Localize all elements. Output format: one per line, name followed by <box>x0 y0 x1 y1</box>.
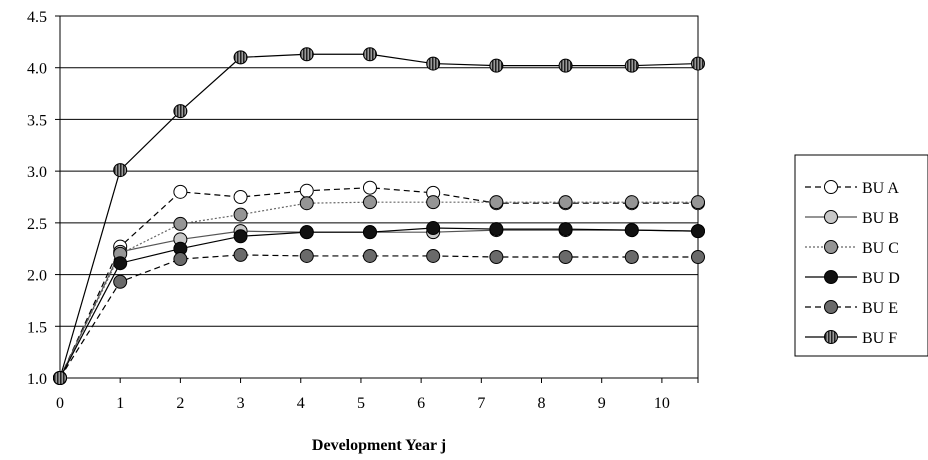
data-point-bu-f <box>53 371 67 385</box>
x-tick-label: 7 <box>477 395 485 412</box>
data-point-bu-f <box>362 47 377 62</box>
data-point-bu-e <box>426 248 441 263</box>
gridlines <box>60 67 698 327</box>
data-point-bu-f <box>113 163 128 178</box>
legend-label-bu-a: BU A <box>862 180 899 197</box>
data-point-bu-d <box>489 222 504 237</box>
data-point-bu-f <box>558 58 573 73</box>
legend-label-bu-c: BU C <box>862 240 899 257</box>
data-point-bu-d <box>426 221 441 236</box>
data-point-bu-f <box>691 56 705 71</box>
y-tick-label: 2.5 <box>27 216 47 233</box>
legend-label-bu-b: BU B <box>862 210 899 227</box>
y-tick-label: 2.0 <box>27 268 47 285</box>
data-point-bu-d <box>362 225 377 240</box>
data-point-bu-a <box>173 184 188 199</box>
legend-marker-bu-b <box>824 210 838 224</box>
x-tick-label: 8 <box>538 395 546 412</box>
series-line-bu-c <box>59 201 698 379</box>
x-tick-label: 9 <box>598 395 606 412</box>
y-tick-label: 1.0 <box>27 371 47 388</box>
data-point-bu-d <box>558 222 573 237</box>
x-tick-label: 10 <box>654 395 670 412</box>
legend-marker-bu-a <box>824 180 838 194</box>
data-point-bu-c <box>299 196 314 211</box>
series-line-bu-e <box>59 254 698 379</box>
data-point-bu-c <box>691 195 705 210</box>
y-tick-label: 3.0 <box>27 164 47 181</box>
series-line-bu-b <box>59 229 699 379</box>
x-tick-label: 1 <box>116 395 124 412</box>
legend-label-bu-d: BU D <box>862 270 900 287</box>
x-tick-label: 6 <box>417 395 425 412</box>
x-tick-label: 3 <box>237 395 245 412</box>
x-tick-label: 0 <box>56 395 64 412</box>
x-tick-label: 2 <box>176 395 184 412</box>
x-tick-label: 4 <box>297 395 305 412</box>
data-point-bu-f <box>426 56 441 71</box>
legend-marker-bu-c <box>824 240 838 254</box>
plot-area <box>59 15 699 379</box>
series-bu-a <box>53 180 705 385</box>
y-axis: 1.0 1.5 2.0 2.5 3.0 3.5 4.0 4.5 <box>27 9 60 388</box>
legend-marker-bu-d <box>824 270 838 284</box>
x-axis: 0 1 2 3 4 5 6 7 8 9 10 <box>56 378 699 412</box>
data-point-bu-e <box>233 247 248 262</box>
data-point-bu-f <box>624 58 639 73</box>
series-line-bu-d <box>59 227 699 379</box>
data-point-bu-e <box>558 249 573 264</box>
legend-marker-bu-f <box>824 330 838 344</box>
data-point-bu-e <box>362 248 377 263</box>
data-point-bu-e <box>173 252 188 267</box>
data-point-bu-a <box>299 183 314 198</box>
data-point-bu-d <box>691 224 705 239</box>
x-axis-title: Development Year j <box>312 437 446 454</box>
series-group <box>53 47 705 385</box>
data-point-bu-a <box>362 180 377 195</box>
legend-marker-bu-e <box>824 300 838 314</box>
legend: BU A BU B BU C BU D BU E BU F <box>794 154 928 357</box>
data-point-bu-e <box>624 249 639 264</box>
data-point-bu-c <box>489 195 504 210</box>
data-point-bu-c <box>558 195 573 210</box>
data-point-bu-d <box>113 256 128 271</box>
data-point-bu-c <box>362 195 377 210</box>
data-point-bu-d <box>624 223 639 238</box>
y-tick-label: 4.5 <box>27 9 47 26</box>
series-bu-b <box>53 223 705 385</box>
data-point-bu-d <box>233 229 248 244</box>
data-point-bu-f <box>233 50 248 65</box>
y-tick-label: 1.5 <box>27 319 47 336</box>
data-point-bu-d <box>299 225 314 240</box>
series-bu-e <box>53 247 705 385</box>
series-bu-f <box>53 47 705 385</box>
data-point-bu-e <box>113 274 128 289</box>
y-tick-label: 4.0 <box>27 61 47 78</box>
data-point-bu-c <box>233 207 248 222</box>
x-tick-label: 5 <box>357 395 365 412</box>
data-point-bu-c <box>173 216 188 231</box>
legend-label-bu-e: BU E <box>862 300 898 317</box>
data-point-bu-c <box>624 195 639 210</box>
legend-label-bu-f: BU F <box>862 330 897 347</box>
y-tick-label: 3.5 <box>27 112 47 129</box>
data-point-bu-f <box>489 58 504 73</box>
legend-box <box>794 154 928 357</box>
data-point-bu-f <box>173 104 188 119</box>
series-line-bu-a <box>59 187 698 379</box>
data-point-bu-c <box>426 195 441 210</box>
data-point-bu-e <box>691 249 705 264</box>
series-line-bu-f <box>59 53 699 379</box>
data-point-bu-e <box>489 249 504 264</box>
data-point-bu-f <box>299 47 314 62</box>
data-point-bu-e <box>299 248 314 263</box>
series-bu-c <box>53 195 705 385</box>
data-point-bu-a <box>233 190 248 204</box>
